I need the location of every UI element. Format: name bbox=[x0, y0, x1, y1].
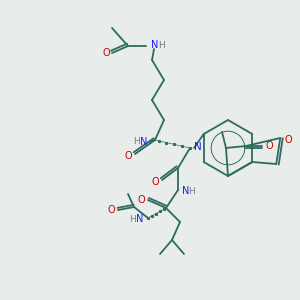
Text: N: N bbox=[140, 137, 148, 147]
Text: H: H bbox=[158, 40, 165, 50]
Text: O: O bbox=[124, 151, 132, 161]
Text: N: N bbox=[194, 142, 202, 152]
Text: O: O bbox=[137, 195, 145, 205]
Text: N: N bbox=[151, 40, 158, 50]
Text: H: H bbox=[134, 137, 140, 146]
Text: O: O bbox=[284, 135, 292, 145]
Text: O: O bbox=[102, 48, 110, 58]
Text: O: O bbox=[151, 177, 159, 187]
Text: H: H bbox=[188, 187, 195, 196]
Text: O: O bbox=[107, 205, 115, 215]
Text: N: N bbox=[136, 214, 143, 224]
Text: O: O bbox=[265, 141, 273, 151]
Text: H: H bbox=[129, 214, 136, 224]
Text: N: N bbox=[182, 186, 189, 196]
